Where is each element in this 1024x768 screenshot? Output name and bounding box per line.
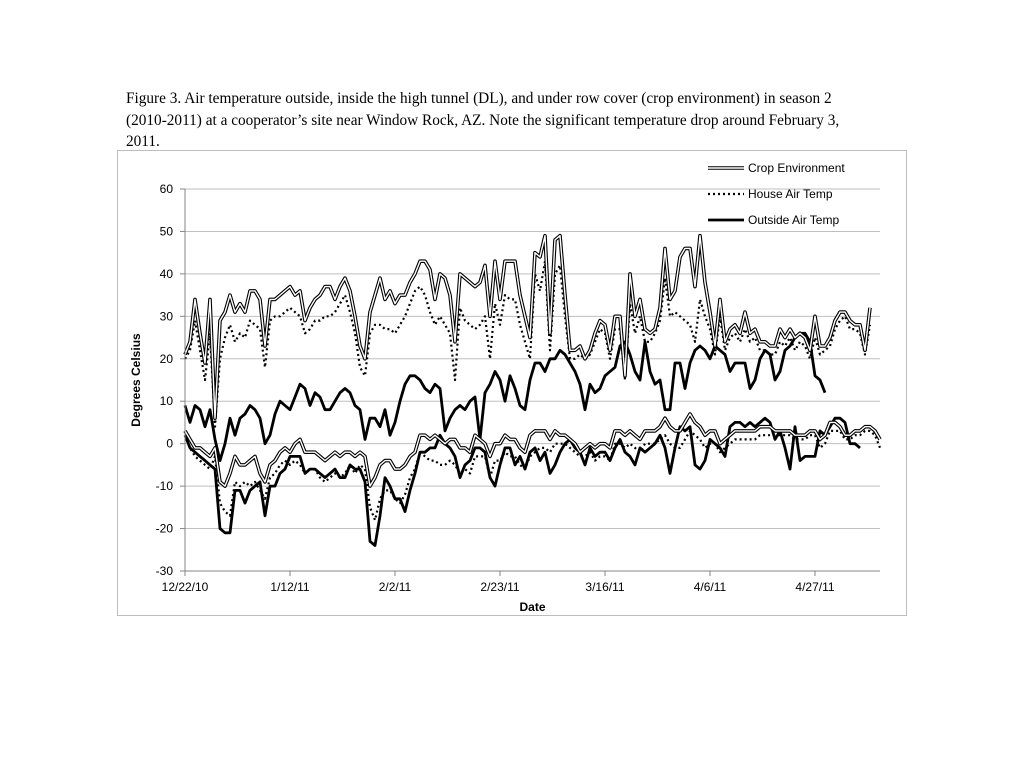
x-tick-label: 1/12/11: [270, 580, 309, 594]
outside-air-temp-max-line: [183, 331, 827, 463]
x-tick-label: 4/27/11: [795, 580, 834, 594]
house-air-temp-max-line: [184, 260, 872, 428]
y-tick-label: 30: [160, 309, 174, 323]
temperature-line-chart: -30 -20 -10 0 10 20 30 40 50 60 12/22/10 1/12/11 2/2…: [129, 161, 882, 614]
gridlines: [185, 188, 880, 530]
y-tick-label: -20: [156, 522, 174, 536]
figure-caption: Figure 3. Air temperature outside, insid…: [126, 90, 840, 150]
y-tick-label: 10: [160, 394, 174, 408]
y-tick-label: 20: [160, 352, 174, 366]
y-tick-label: 0: [166, 437, 173, 451]
x-tick-label: 2/23/11: [480, 580, 519, 594]
chart-frame: -30 -20 -10 0 10 20 30 40 50 60 12/22/10 1/12/11 2/2…: [117, 150, 907, 616]
outside-air-temp-min-line: [183, 416, 861, 547]
legend-label-crop-environment: Crop Environment: [748, 161, 845, 175]
legend: Crop Environment House Air Temp Outside Ai…: [708, 161, 845, 227]
x-tick-label: 12/22/10: [162, 580, 209, 594]
y-tick-label: 40: [160, 267, 174, 281]
x-tick-label: 3/16/11: [585, 580, 624, 594]
crop-environment-min-line-inner: [184, 413, 881, 487]
house-air-temp-min-line: [183, 429, 882, 522]
series-layer: [183, 233, 882, 547]
y-axis-title: Degrees Celsius: [129, 333, 143, 427]
y-tick-label: 60: [160, 182, 174, 196]
legend-label-house-air-temp: House Air Temp: [748, 187, 833, 201]
tick-labels: -30 -20 -10 0 10 20 30 40 50 60 12/22/10 1/12/11 2/2…: [156, 182, 835, 594]
legend-label-outside-air-temp: Outside Air Temp: [748, 213, 839, 227]
y-tick-label: -10: [156, 479, 174, 493]
axes: [180, 188, 880, 576]
x-axis-title: Date: [519, 600, 545, 614]
x-tick-label: 2/2/11: [379, 580, 412, 594]
y-tick-label: 50: [160, 224, 174, 238]
crop-environment-max-line-inner: [184, 234, 871, 419]
x-tick-label: 4/6/11: [694, 580, 727, 594]
y-tick-label: -30: [156, 564, 174, 578]
